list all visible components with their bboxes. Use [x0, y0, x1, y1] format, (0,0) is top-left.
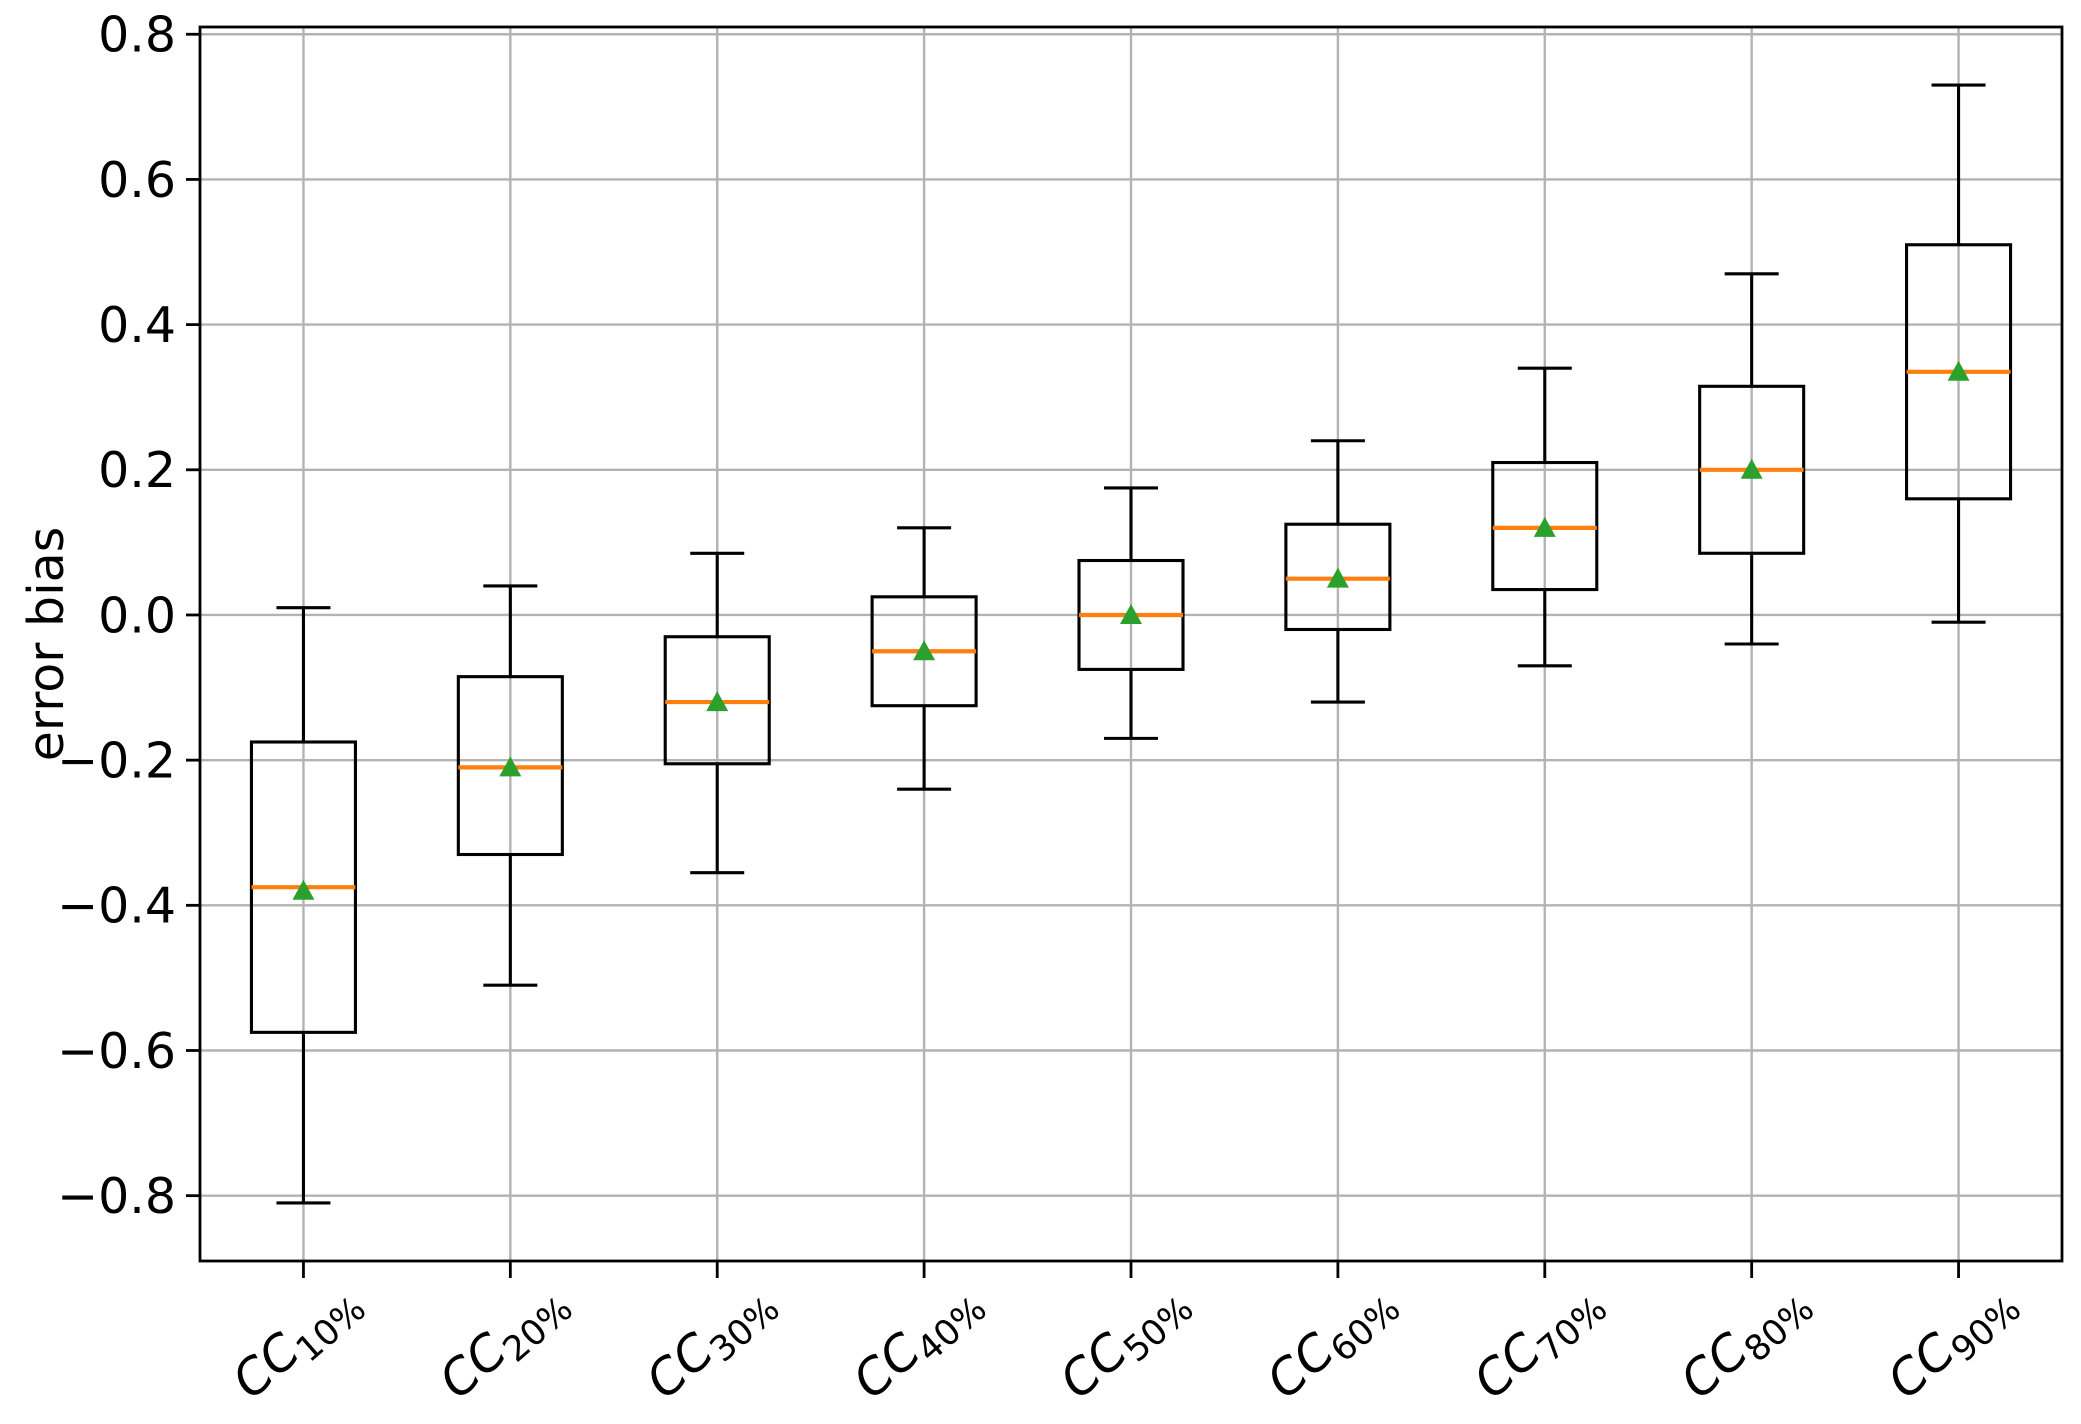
mean-marker: [1947, 360, 1970, 381]
x-tick-labels: CC10% CC20% CC30% CC40% CC50% CC60% CC70% CC80%…: [222, 1271, 2029, 1415]
y-tick-label: −0.6: [57, 1023, 176, 1080]
x-tick-label: CC40%: [842, 1271, 994, 1415]
y-tick-label: −0.4: [57, 878, 176, 935]
y-tick-label: 0.0: [98, 587, 176, 644]
x-tick-label: CC60%: [1256, 1271, 1408, 1415]
grid-lines: [200, 27, 2062, 1261]
boxplot-CC70%: [1491, 366, 1599, 668]
boxplot-series: [249, 83, 2013, 1205]
mean-marker: [1740, 458, 1763, 479]
boxplot-CC80%: [1698, 272, 1806, 646]
x-tick-label: CC20%: [428, 1271, 580, 1415]
mean-marker: [499, 756, 522, 777]
mean-marker: [706, 691, 729, 712]
boxplot-CC30%: [663, 551, 771, 875]
mean-marker: [1326, 567, 1349, 588]
boxplot-CC50%: [1077, 486, 1185, 740]
boxplot-CC90%: [1905, 83, 2013, 624]
x-tick-label: CC50%: [1049, 1271, 1201, 1415]
y-tick-labels: 0.8 0.6 0.4 0.2 0.0 −0.2 −0.4 −0.6 −0.8: [57, 7, 176, 1225]
y-axis-label: error bias: [18, 527, 75, 761]
axes-spines-and-ticks: [186, 25, 2064, 1278]
y-tick-label: 0.6: [98, 152, 176, 209]
x-tick-label: CC90%: [1877, 1271, 2029, 1415]
x-tick-label: CC10%: [222, 1271, 374, 1415]
x-tick-label: CC70%: [1463, 1271, 1615, 1415]
mean-marker: [1533, 516, 1556, 537]
y-tick-label: 0.2: [98, 442, 176, 499]
y-tick-label: −0.8: [57, 1168, 176, 1225]
x-tick-label: CC80%: [1670, 1271, 1822, 1415]
y-tick-label: 0.8: [98, 7, 176, 64]
mean-marker: [1120, 603, 1142, 624]
y-tick-label: 0.4: [98, 297, 176, 354]
y-tick-label: −0.2: [57, 733, 176, 790]
mean-marker: [292, 879, 315, 900]
boxplot-CC10%: [249, 606, 357, 1205]
boxplot-CC60%: [1284, 439, 1392, 704]
mean-marker: [913, 640, 936, 661]
x-tick-label: CC30%: [635, 1271, 787, 1415]
boxplot-CC20%: [456, 584, 564, 987]
boxplot-CC40%: [870, 526, 978, 791]
